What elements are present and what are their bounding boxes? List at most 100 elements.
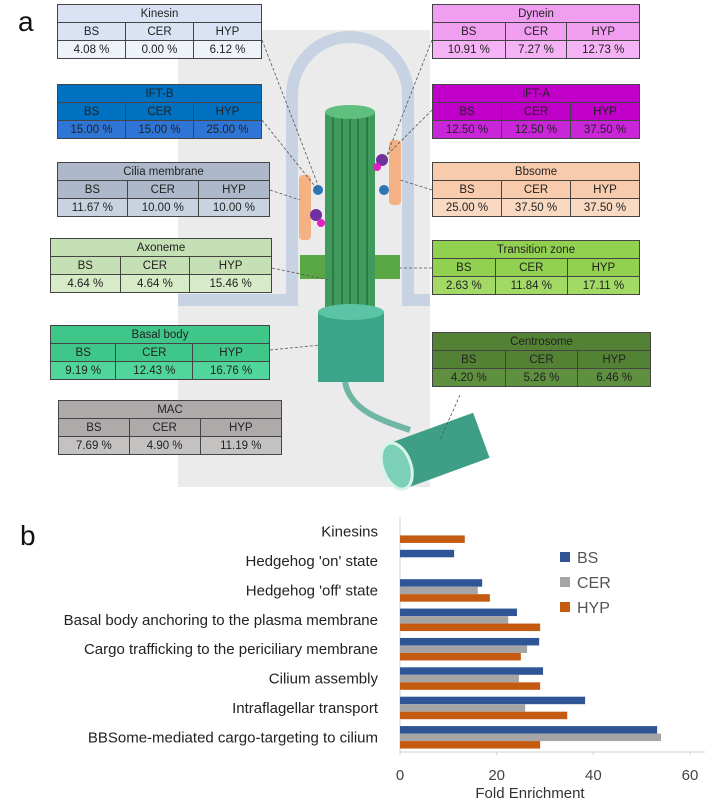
table-title: Basal body	[50, 325, 270, 344]
data-table: Bbsome BS CER HYP 25.00 % 37.50 % 37.50 %	[432, 162, 640, 217]
legend-label: BS	[577, 550, 598, 567]
table-title-row: Cilia membrane	[57, 162, 270, 181]
table-header: CER	[501, 180, 571, 199]
table-value-row: 2.63 % 11.84 % 17.11 %	[432, 276, 641, 295]
table-header: CER	[504, 350, 579, 369]
table-header: BS	[49, 343, 117, 362]
table-title: Bbsome	[432, 162, 640, 181]
table-header: BS	[432, 350, 506, 369]
table-header: BS	[432, 180, 502, 199]
table-title: Dynein	[432, 4, 640, 23]
bar	[400, 637, 540, 646]
table-header: BS	[57, 102, 126, 121]
table-value: 37.50 %	[501, 198, 571, 217]
table-header: HYP	[577, 350, 651, 369]
bar	[400, 549, 455, 558]
table-value-row: 11.67 % 10.00 % 10.00 %	[57, 198, 271, 217]
table-value: 4.08 %	[57, 40, 126, 59]
x-tick-label: 20	[488, 767, 505, 784]
table-value: 10.00 %	[197, 198, 271, 217]
table-header-row: BS CER HYP	[57, 22, 262, 41]
legend-swatch	[560, 577, 570, 587]
table-header: CER	[501, 102, 571, 121]
bbsome-right	[389, 140, 401, 205]
table-value-row: 25.00 % 37.50 % 37.50 %	[432, 198, 640, 217]
table-value-row: 7.69 % 4.90 % 11.19 %	[58, 436, 283, 455]
table-header: CER	[128, 418, 201, 437]
table-title-row: Bbsome	[432, 162, 640, 181]
table-value: 15.00 %	[125, 120, 194, 139]
table-value: 12.50 %	[501, 120, 571, 139]
dynein-particle	[373, 163, 381, 171]
data-table: IFT-A BS CER HYP 12.50 % 12.50 % 37.50 %	[432, 84, 640, 139]
table-value: 12.43 %	[115, 361, 194, 380]
table-title-row: IFT-B	[57, 84, 262, 103]
table-title: MAC	[58, 400, 282, 419]
table-title: Transition zone	[432, 240, 640, 259]
x-tick-label: 40	[585, 767, 602, 784]
data-table: Centrosome BS CER HYP 4.20 % 5.26 % 6.46 %	[432, 332, 651, 387]
table-title-row: IFT-A	[432, 84, 640, 103]
basal-body	[318, 312, 384, 382]
table-value-row: 4.64 % 4.64 % 15.46 %	[50, 274, 272, 293]
table-value: 9.19 %	[49, 361, 117, 380]
table-value-row: 4.08 % 0.00 % 6.12 %	[57, 40, 262, 59]
table-header: HYP	[193, 22, 262, 41]
table-value: 17.11 %	[566, 276, 641, 295]
bar	[400, 645, 528, 653]
y-tick-label: Basal body anchoring to the plasma membr…	[64, 612, 378, 629]
data-table: Transition zone BS CER HYP 2.63 % 11.84 % 17.1…	[432, 240, 641, 295]
table-header: BS	[50, 256, 121, 275]
table-title-row: Centrosome	[432, 332, 651, 351]
table-header-row: BS CER HYP	[432, 22, 640, 41]
table-header-row: BS CER HYP	[57, 180, 271, 199]
bar	[400, 667, 544, 675]
data-table: Dynein BS CER HYP 10.91 % 7.27 % 12.73 %	[432, 4, 640, 59]
table-value: 25.00 %	[432, 198, 502, 217]
table-value-row: 10.91 % 7.27 % 12.73 %	[432, 40, 640, 59]
table-value: 4.64 %	[119, 274, 191, 293]
y-tick-label: Cargo trafficking to the periciliary mem…	[84, 641, 378, 658]
table-title: Axoneme	[50, 238, 272, 257]
table-value: 4.90 %	[128, 436, 201, 455]
table-title: IFT-B	[57, 84, 262, 103]
bar	[400, 682, 541, 690]
data-table: MAC BS CER HYP 7.69 % 4.90 % 11.19 %	[58, 400, 283, 455]
dynein-particle	[317, 219, 325, 227]
table-header: BS	[57, 180, 128, 199]
table-header: HYP	[566, 22, 640, 41]
table-value-row: 15.00 % 15.00 % 25.00 %	[57, 120, 262, 139]
table-value: 15.46 %	[189, 274, 272, 293]
table-value: 4.20 %	[432, 368, 506, 387]
leader-lines	[178, 39, 461, 441]
table-title: IFT-A	[432, 84, 640, 103]
panel-label: a	[18, 6, 34, 37]
data-table: IFT-B BS CER HYP 15.00 % 15.00 % 25.00 %	[57, 84, 262, 139]
table-header: BS	[432, 258, 496, 277]
bar	[400, 741, 541, 749]
table-title-row: Axoneme	[50, 238, 272, 257]
bar	[400, 711, 568, 720]
table-header: CER	[115, 343, 194, 362]
bar	[400, 608, 517, 617]
basal-body-top	[318, 304, 384, 320]
table-header-row: BS CER HYP	[58, 418, 283, 437]
table-value-row: 12.50 % 12.50 % 37.50 %	[432, 120, 640, 139]
table-header: CER	[125, 22, 194, 41]
table-header: HYP	[199, 418, 283, 437]
table-value: 5.26 %	[504, 368, 579, 387]
table-header: BS	[432, 22, 506, 41]
table-title: Centrosome	[432, 332, 651, 351]
table-header: HYP	[570, 180, 640, 199]
table-header: CER	[126, 180, 199, 199]
bar	[400, 616, 509, 624]
table-header: HYP	[192, 343, 270, 362]
bar	[400, 674, 519, 683]
table-header: HYP	[566, 258, 641, 277]
data-table: Cilia membrane BS CER HYP 11.67 % 10.00 % 10.0…	[57, 162, 271, 217]
bar	[400, 696, 586, 705]
data-table: Axoneme BS CER HYP 4.64 % 4.64 % 15.46 %	[50, 238, 272, 293]
table-value: 15.00 %	[57, 120, 126, 139]
table-value: 25.00 %	[193, 120, 262, 139]
